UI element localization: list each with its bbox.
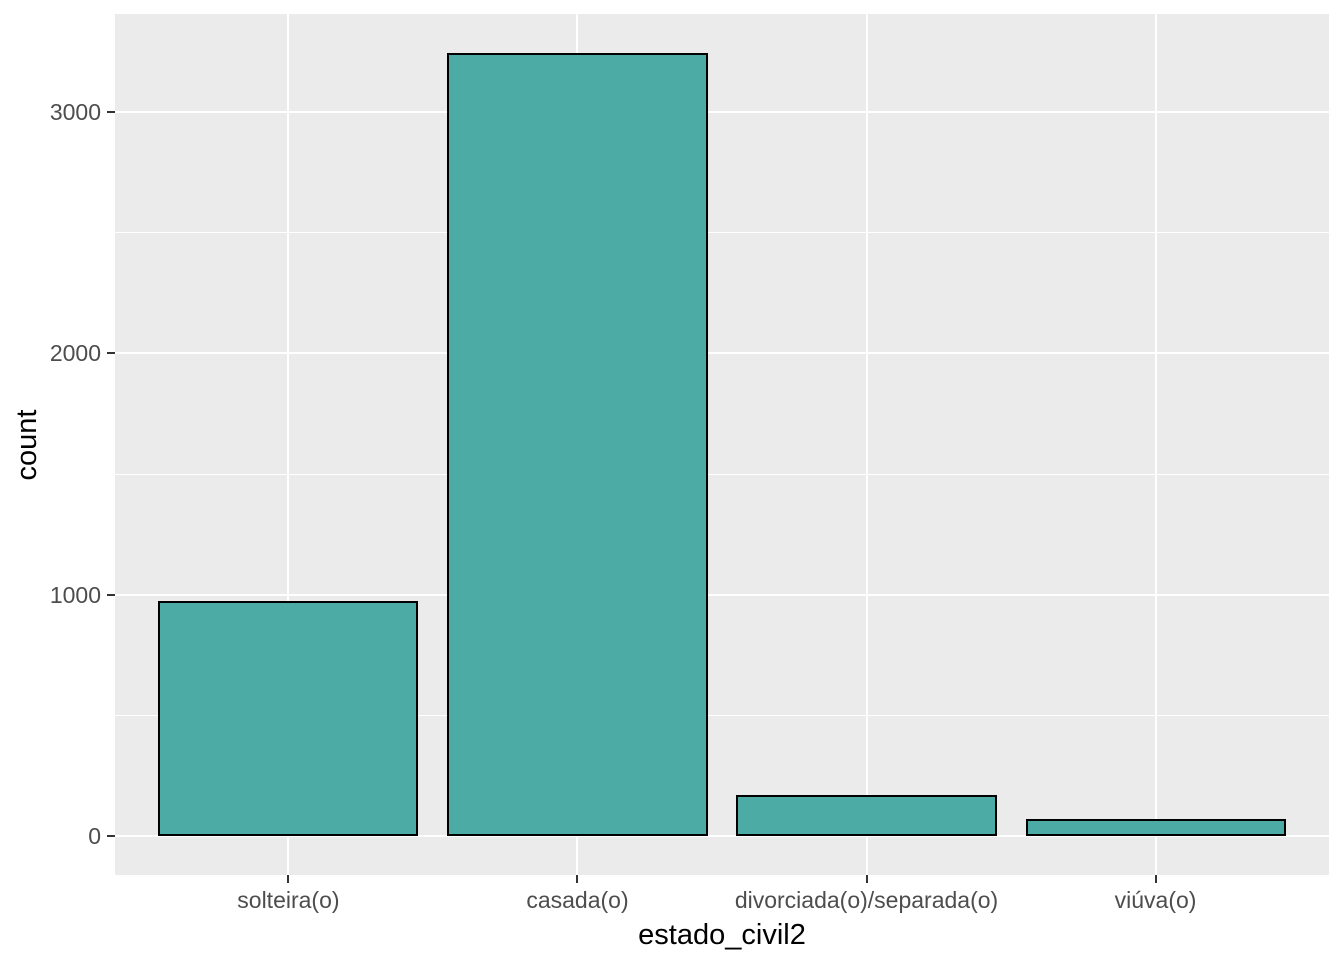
- y-tick-mark: [107, 352, 115, 355]
- x-tick-mark: [287, 875, 290, 883]
- gridline-minor-y: [115, 473, 1329, 475]
- x-tick-label-casada-o: casada(o): [526, 887, 629, 913]
- y-tick-mark: [107, 593, 115, 596]
- y-axis-title: count: [11, 409, 43, 480]
- x-tick-mark: [1154, 875, 1157, 883]
- gridline-major-y: [115, 110, 1329, 113]
- y-tick-label: 2000: [49, 340, 101, 367]
- x-tick-label-solteira-o: solteira(o): [237, 887, 340, 913]
- bar-casada-o: [447, 52, 708, 837]
- gridline-major-y: [115, 593, 1329, 596]
- gridline-minor-y: [115, 715, 1329, 717]
- y-tick-mark: [107, 110, 115, 113]
- bar-solteira-o: [158, 600, 419, 837]
- gridline-major-y: [115, 835, 1329, 838]
- y-tick-label: 3000: [49, 98, 101, 125]
- x-tick-mark: [865, 875, 868, 883]
- y-tick-mark: [107, 835, 115, 838]
- y-tick-label: 0: [88, 823, 101, 850]
- gridline-x-divorciada-o-separada-o: [865, 14, 868, 875]
- gridline-x-solteira-o: [287, 14, 290, 875]
- x-axis-title: estado_civil2: [638, 919, 806, 951]
- gridline-major-y: [115, 352, 1329, 355]
- gridline-minor-y: [115, 232, 1329, 234]
- bar-divorciada-o-separada-o: [736, 794, 997, 837]
- y-tick-label: 1000: [49, 581, 101, 608]
- x-tick-label-divorciada-o-separada-o: divorciada(o)/separada(o): [734, 887, 999, 913]
- x-tick-label-vi-va-o: viúva(o): [1114, 887, 1197, 913]
- x-tick-mark: [576, 875, 579, 883]
- bar-vi-va-o: [1025, 819, 1286, 837]
- gridline-x-vi-va-o: [1154, 14, 1157, 875]
